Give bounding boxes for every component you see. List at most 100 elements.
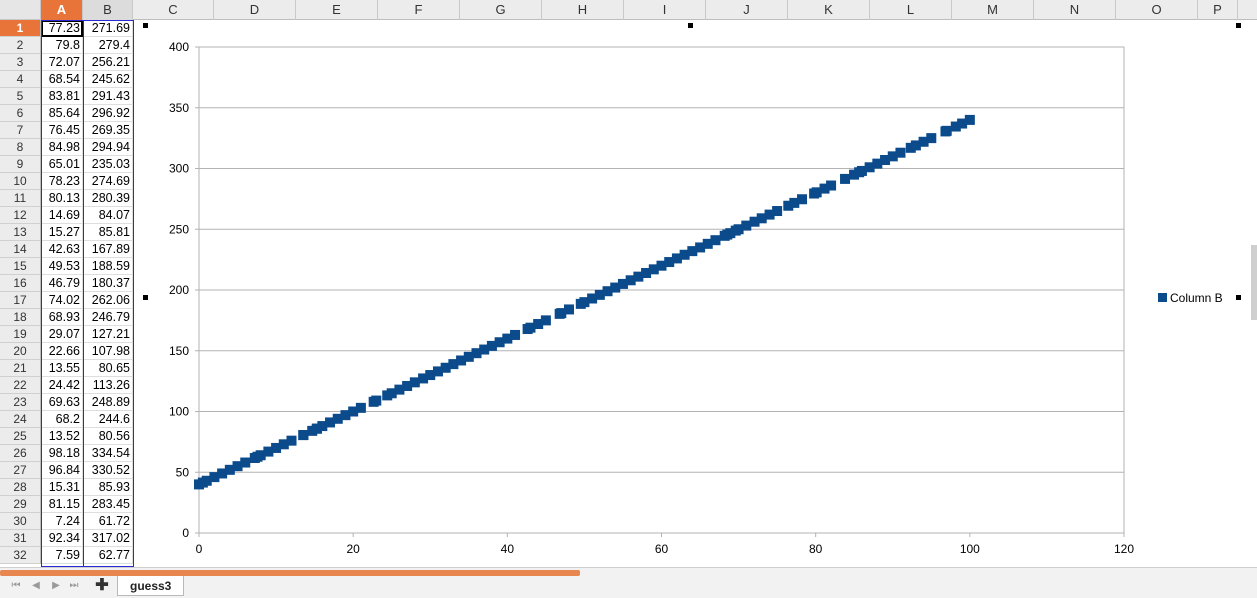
row-header[interactable]: 7: [0, 122, 40, 139]
column-header-c[interactable]: C: [133, 0, 214, 20]
scatter-chart[interactable]: 0 50 100 150 200 250 300 350 400 0 20 40 60 80 100 120 C…: [145, 25, 1238, 567]
cell-a[interactable]: 68.93: [41, 309, 83, 326]
cell-a[interactable]: 29.07: [41, 326, 83, 343]
cell-b[interactable]: 330.52: [83, 462, 133, 479]
column-header-j[interactable]: J: [706, 0, 788, 20]
cell-b[interactable]: 80.65: [83, 360, 133, 377]
cell-a[interactable]: 77.23: [41, 20, 83, 37]
cell-a[interactable]: 84.98: [41, 139, 83, 156]
cell-b[interactable]: 279.4: [83, 37, 133, 54]
cell-a[interactable]: 7.24: [41, 513, 83, 530]
chart-handle-top-right[interactable]: [1236, 23, 1241, 28]
cell-b[interactable]: 317.02: [83, 530, 133, 547]
column-header-b[interactable]: B: [83, 0, 133, 20]
column-header-g[interactable]: G: [460, 0, 542, 20]
column-header-e[interactable]: E: [296, 0, 378, 20]
cell-a[interactable]: 24.42: [41, 377, 83, 394]
cell-a[interactable]: 14.69: [41, 207, 83, 224]
row-header[interactable]: 26: [0, 445, 40, 462]
cell-a[interactable]: 13.55: [41, 360, 83, 377]
row-header[interactable]: 24: [0, 411, 40, 428]
cell-b[interactable]: 294.94: [83, 139, 133, 156]
add-sheet-icon[interactable]: ✚: [95, 577, 109, 594]
row-header[interactable]: 23: [0, 394, 40, 411]
cell-a[interactable]: 81.15: [41, 496, 83, 513]
select-all-corner[interactable]: [0, 0, 41, 20]
cell-a[interactable]: 15.27: [41, 224, 83, 241]
row-header[interactable]: 21: [0, 360, 40, 377]
column-header-k[interactable]: K: [788, 0, 870, 20]
row-header[interactable]: 31: [0, 530, 40, 547]
row-header[interactable]: 9: [0, 156, 40, 173]
sheet-tab-guess3[interactable]: guess3: [117, 576, 185, 596]
row-header[interactable]: 11: [0, 190, 40, 207]
cell-b[interactable]: 256.21: [83, 54, 133, 71]
cell-b[interactable]: 291.43: [83, 88, 133, 105]
cell-a[interactable]: 78.23: [41, 173, 83, 190]
cell-a[interactable]: 42.63: [41, 241, 83, 258]
cell-b[interactable]: 167.89: [83, 241, 133, 258]
row-header[interactable]: 22: [0, 377, 40, 394]
cell-b[interactable]: 235.03: [83, 156, 133, 173]
vertical-scrollbar-thumb[interactable]: [1251, 245, 1257, 320]
row-header[interactable]: 3: [0, 54, 40, 71]
cell-b[interactable]: 113.26: [83, 377, 133, 394]
cell-a[interactable]: 68.2: [41, 411, 83, 428]
cell-b[interactable]: 188.59: [83, 258, 133, 275]
column-header-h[interactable]: H: [542, 0, 624, 20]
row-header[interactable]: 20: [0, 343, 40, 360]
chart-object[interactable]: 0 50 100 150 200 250 300 350 400 0 20 40 60 80 100 120 C…: [145, 25, 1238, 567]
cell-a[interactable]: 46.79: [41, 275, 83, 292]
row-header[interactable]: 12: [0, 207, 40, 224]
row-header[interactable]: 4: [0, 71, 40, 88]
cell-b[interactable]: 244.6: [83, 411, 133, 428]
cell-a[interactable]: 85.64: [41, 105, 83, 122]
first-sheet-icon[interactable]: ⏮: [11, 580, 21, 591]
column-header-a[interactable]: A: [41, 0, 83, 20]
cell-b[interactable]: 61.72: [83, 513, 133, 530]
cell-b[interactable]: 84.07: [83, 207, 133, 224]
cell-a[interactable]: 65.01: [41, 156, 83, 173]
column-header-l[interactable]: L: [870, 0, 952, 20]
row-header[interactable]: 2: [0, 37, 40, 54]
cell-a[interactable]: 22.66: [41, 343, 83, 360]
cell-a[interactable]: 49.53: [41, 258, 83, 275]
row-header[interactable]: 32: [0, 547, 40, 564]
row-header[interactable]: 5: [0, 88, 40, 105]
row-header[interactable]: 10: [0, 173, 40, 190]
row-header[interactable]: 8: [0, 139, 40, 156]
cell-a[interactable]: 79.8: [41, 37, 83, 54]
cell-b[interactable]: 180.37: [83, 275, 133, 292]
cell-a[interactable]: 76.45: [41, 122, 83, 139]
chart-handle-left[interactable]: [143, 295, 148, 300]
chart-handle-top[interactable]: [688, 23, 693, 28]
cell-b[interactable]: 127.21: [83, 326, 133, 343]
horizontal-scrollbar-thumb[interactable]: [0, 570, 580, 576]
cell-b[interactable]: 85.93: [83, 479, 133, 496]
cell-a[interactable]: 92.34: [41, 530, 83, 547]
cell-a[interactable]: 80.13: [41, 190, 83, 207]
cell-b[interactable]: 80.56: [83, 428, 133, 445]
row-header[interactable]: 17: [0, 292, 40, 309]
row-header[interactable]: 29: [0, 496, 40, 513]
cell-a[interactable]: 72.07: [41, 54, 83, 71]
column-header-d[interactable]: D: [214, 0, 296, 20]
cell-b[interactable]: 245.62: [83, 71, 133, 88]
cell-a[interactable]: 68.54: [41, 71, 83, 88]
cell-a[interactable]: 13.52: [41, 428, 83, 445]
cell-b[interactable]: 283.45: [83, 496, 133, 513]
chart-handle-top-left[interactable]: [143, 23, 148, 28]
cell-b[interactable]: 334.54: [83, 445, 133, 462]
chart-handle-right[interactable]: [1236, 295, 1241, 300]
cell-b[interactable]: 274.69: [83, 173, 133, 190]
cell-a[interactable]: 83.81: [41, 88, 83, 105]
cell-b[interactable]: 85.81: [83, 224, 133, 241]
column-header-n[interactable]: N: [1034, 0, 1116, 20]
row-header[interactable]: 25: [0, 428, 40, 445]
cell-b[interactable]: 248.89: [83, 394, 133, 411]
row-header[interactable]: 14: [0, 241, 40, 258]
row-header[interactable]: 13: [0, 224, 40, 241]
cell-a[interactable]: 15.31: [41, 479, 83, 496]
column-header-o[interactable]: O: [1116, 0, 1198, 20]
